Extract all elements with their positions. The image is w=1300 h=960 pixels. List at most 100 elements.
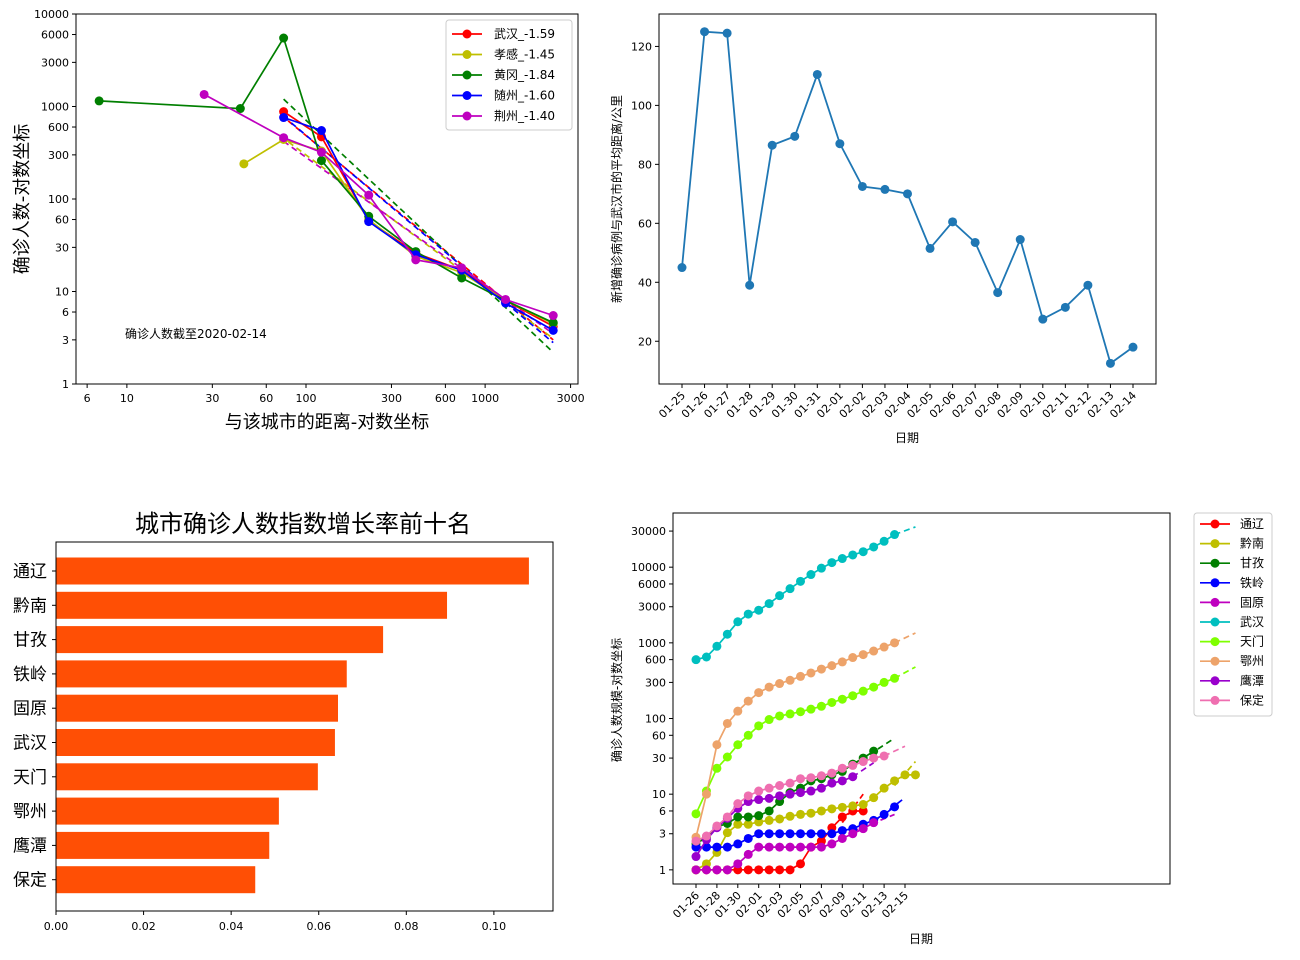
chart4-point — [691, 809, 701, 819]
chart4-point — [858, 806, 868, 816]
chart1-point — [411, 255, 421, 265]
chart1-point — [548, 311, 558, 321]
chart2-point — [790, 131, 800, 141]
chart4-point — [691, 865, 701, 875]
chart4-point — [722, 718, 732, 728]
chart4-point — [754, 842, 764, 852]
chart3-xtick-label: 0.00 — [44, 920, 69, 933]
chart3-category-label: 天门 — [13, 768, 47, 788]
chart4-point — [722, 865, 732, 875]
chart4-point — [764, 806, 774, 816]
chart4-point — [712, 763, 722, 773]
chart1-ytick-label: 60 — [55, 214, 69, 227]
chart1-ytick-label: 600 — [48, 121, 69, 134]
chart4-point — [848, 550, 858, 560]
chart-avg-distance: 2040608010012001-2501-2601-2701-2801-290… — [609, 13, 1157, 445]
chart4-legend-marker — [1210, 676, 1220, 686]
chart4-legend-marker — [1210, 617, 1220, 627]
chart1-ytick-label: 1000 — [41, 101, 69, 114]
chart4-point — [827, 697, 837, 707]
chart4-point — [754, 811, 764, 821]
chart4-point — [796, 859, 805, 869]
chart4-frame — [672, 512, 1171, 885]
chart3-xtick-label: 0.04 — [219, 920, 244, 933]
chart4-point — [827, 829, 837, 839]
chart1-legend-box — [445, 19, 573, 131]
chart4-point — [733, 799, 743, 809]
chart4-legend-marker — [1210, 656, 1220, 666]
chart4-point — [858, 650, 868, 660]
chart4-fit-lines — [841, 526, 917, 833]
chart4-point — [879, 642, 889, 652]
chart4-point — [785, 829, 795, 839]
chart3-category-label: 黔南 — [13, 596, 47, 616]
chart4-point — [764, 715, 774, 725]
chart4-point — [869, 793, 879, 803]
chart4-point — [879, 751, 889, 761]
chart4-point — [806, 808, 816, 818]
chart4-point — [806, 786, 816, 796]
chart1-legend-label: 荆州_-1.40 — [494, 109, 555, 123]
chart4-point — [890, 530, 900, 540]
chart4-point — [775, 711, 785, 721]
chart4-point — [785, 778, 795, 788]
chart2-point — [1060, 302, 1070, 312]
chart2-ticks: 2040608010012001-2501-2601-2701-2801-290… — [631, 40, 1139, 420]
chart4-point — [869, 818, 879, 828]
chart4-series — [691, 530, 920, 875]
chart4-point — [701, 652, 711, 662]
chart4-legend-label: 鄂州 — [1240, 654, 1264, 668]
chart4-point — [743, 812, 753, 822]
chart4-point — [743, 849, 753, 859]
chart4-point — [754, 817, 764, 827]
chart2-point — [857, 181, 867, 191]
chart2-point — [1038, 314, 1048, 324]
chart3-category-label: 武汉 — [13, 734, 47, 754]
chart4-point — [733, 617, 743, 627]
chart4-point — [785, 865, 795, 875]
chart2-ytick-label: 20 — [638, 335, 652, 348]
chart1-legend-marker — [462, 50, 472, 59]
chart1-point — [457, 273, 467, 283]
chart1-ytick-label: 3 — [62, 334, 69, 347]
chart1-point — [279, 33, 289, 43]
chart4-point — [806, 842, 816, 852]
chart4-point — [869, 753, 879, 763]
chart4-point — [900, 770, 910, 780]
chart4-point — [775, 591, 785, 601]
chart4-point — [743, 865, 753, 875]
chart4-legend-marker — [1210, 558, 1220, 568]
chart3-bar — [56, 729, 335, 756]
chart3-category-label: 保定 — [13, 871, 47, 891]
chart1-legend-label: 黄冈_-1.84 — [494, 68, 555, 82]
chart3-category-label: 甘孜 — [13, 631, 47, 651]
chart3-bar — [56, 626, 384, 654]
chart4-point — [879, 536, 889, 546]
chart2-point — [948, 217, 958, 227]
chart4-point — [796, 809, 805, 819]
chart1-legend-label: 孝感_-1.45 — [494, 47, 555, 62]
chart4-point — [816, 806, 826, 816]
chart1-point — [199, 89, 209, 99]
chart4-point — [743, 833, 753, 843]
chart4-point — [691, 655, 701, 665]
chart2-ytick-label: 40 — [638, 276, 652, 289]
chart4-point — [827, 558, 837, 568]
chart4-point — [869, 746, 879, 756]
chart4-point — [858, 824, 868, 834]
chart4-point — [837, 826, 847, 836]
chart4-ytick-label: 6 — [659, 805, 666, 818]
chart4-point — [910, 770, 920, 780]
chart-case-growth: 1 3 6 10 30 60 100 300 600 1000 3000 6000 10000 30000… — [609, 512, 1273, 946]
chart4-point — [858, 547, 868, 557]
chart4-point — [827, 768, 837, 778]
chart4-legend-label: 黔南 — [1240, 536, 1264, 551]
chart4-point — [754, 605, 764, 615]
chart1-point — [94, 96, 104, 106]
chart4-point — [764, 682, 774, 692]
chart1-point — [316, 156, 326, 166]
chart4-point — [775, 842, 785, 852]
chart4-point — [775, 865, 785, 875]
chart4-ytick-label: 3000 — [638, 601, 666, 614]
